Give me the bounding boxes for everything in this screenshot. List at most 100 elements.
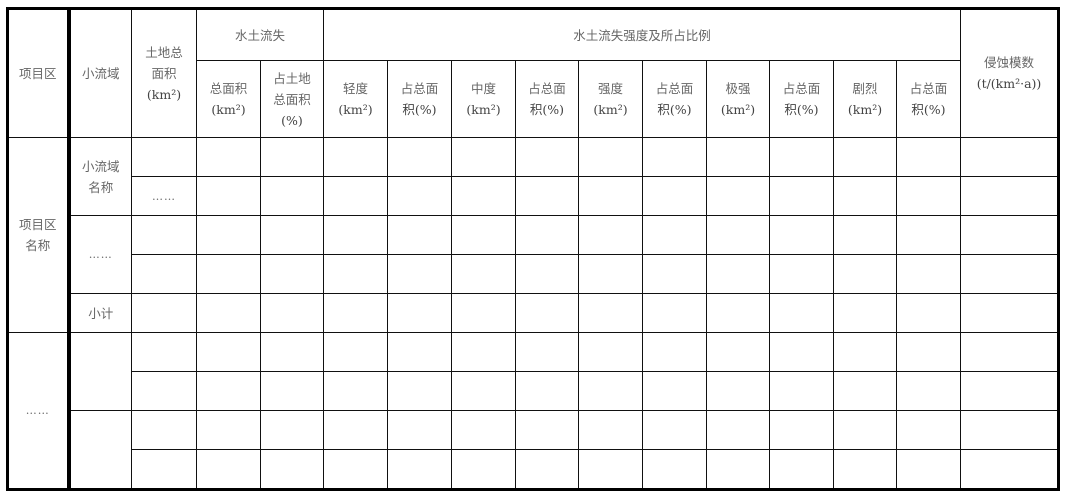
table-cell — [642, 449, 707, 490]
table-cell — [323, 254, 388, 294]
table-cell — [451, 215, 516, 255]
table-cell — [196, 254, 261, 294]
table-cell — [260, 410, 324, 450]
table-cell — [769, 332, 834, 372]
table-cell — [260, 215, 324, 255]
small-watershed-name: 小流域 名称 — [68, 137, 132, 216]
table-cell — [706, 254, 770, 294]
header-intensity-col: 极强 (km²) — [706, 60, 770, 138]
table-cell — [896, 176, 961, 216]
small-watershed-more: …… — [68, 215, 132, 294]
table-cell — [706, 449, 770, 490]
cell-text: …… — [88, 248, 113, 261]
table-cell — [706, 371, 770, 411]
unit: (%) — [281, 112, 303, 128]
table-cell — [833, 371, 897, 411]
table-cell — [896, 371, 961, 411]
header-project-area: 项目区 — [7, 8, 71, 138]
table-cell — [515, 137, 579, 177]
table-cell — [896, 254, 961, 294]
table-cell — [323, 332, 388, 372]
table-cell — [833, 137, 897, 177]
unit: (km²) — [211, 102, 246, 117]
table-cell — [451, 176, 516, 216]
table-cell — [960, 410, 1059, 450]
table-cell — [196, 176, 261, 216]
table-cell — [769, 176, 834, 216]
label: 总面积 — [209, 81, 248, 96]
label: 占总面 — [909, 81, 948, 96]
table-cell — [578, 137, 643, 177]
table-row: 项目区 名称 小流域 名称 — [7, 137, 1059, 333]
table-cell — [642, 332, 707, 372]
table-cell — [515, 371, 579, 411]
table-cell — [960, 137, 1059, 177]
unit: (km²) — [146, 87, 182, 102]
table-cell — [451, 293, 516, 333]
table-cell — [323, 371, 388, 411]
table-cell — [833, 332, 897, 372]
table-cell — [131, 254, 197, 294]
label: 侵蚀模数 — [983, 55, 1034, 70]
table-cell — [769, 293, 834, 333]
table-cell — [833, 410, 897, 450]
unit: 积(%) — [911, 102, 946, 117]
cell-text: …… — [25, 404, 50, 417]
table-cell — [196, 293, 261, 333]
table-cell — [323, 410, 388, 450]
table-row — [8, 254, 1059, 294]
table-cell — [642, 215, 707, 255]
table-cell — [833, 449, 897, 490]
table-cell — [387, 254, 452, 294]
table-cell — [769, 215, 834, 255]
table-cell — [769, 254, 834, 294]
table-cell — [131, 293, 197, 333]
table-cell — [960, 215, 1059, 255]
subtotal-label: 小计 — [68, 293, 132, 333]
header-intensity-col: 占总面 积(%) — [387, 60, 452, 138]
label: 总面积 — [273, 91, 311, 107]
table-cell — [833, 254, 897, 294]
table-cell — [960, 293, 1059, 333]
unit: 积(%) — [402, 102, 437, 117]
table-cell — [578, 215, 643, 255]
table-cell — [131, 449, 197, 490]
table-cell — [260, 137, 324, 177]
table-cell — [578, 254, 643, 294]
header-intensity-col: 剧烈 (km²) — [833, 60, 897, 138]
table-cell — [131, 371, 197, 411]
table-cell — [578, 449, 643, 490]
table-cell — [387, 176, 452, 216]
label: 占总面 — [528, 81, 566, 96]
land-area-cell: …… — [131, 176, 197, 216]
cell-text: 名称 — [88, 179, 114, 195]
table-cell — [323, 449, 388, 490]
small-watershed-cell — [68, 332, 132, 411]
table-cell — [515, 254, 579, 294]
unit: 积(%) — [529, 102, 565, 117]
table-row: …… — [8, 176, 1059, 216]
table-cell — [896, 137, 961, 177]
table-cell — [706, 176, 770, 216]
header-land-area: 土地总 面积 (km²) — [131, 8, 197, 138]
header-intensity-group: 水土流失强度及所占比例 — [323, 8, 961, 61]
table-row — [8, 371, 1059, 411]
unit: (km²) — [338, 102, 373, 117]
unit: 积(%) — [657, 102, 692, 117]
table-cell — [706, 137, 770, 177]
table-cell — [896, 215, 961, 255]
header-erosion-modulus: 侵蚀模数 (t/(km²·a)) — [960, 8, 1059, 138]
table-cell — [196, 371, 261, 411]
table-cell — [642, 371, 707, 411]
header-intensity-col: 强度 (km²) — [578, 60, 643, 138]
table-cell — [896, 410, 961, 450]
header-intensity-col: 占总面积(%) — [515, 60, 579, 138]
table-cell — [833, 176, 897, 216]
table-cell — [260, 332, 324, 372]
table-cell — [260, 254, 324, 294]
table-row: …… — [7, 332, 1059, 490]
table-cell — [515, 410, 579, 450]
header-intensity-col: 占总面 积(%) — [642, 60, 707, 138]
table-cell — [451, 449, 516, 490]
table-cell — [196, 410, 261, 450]
